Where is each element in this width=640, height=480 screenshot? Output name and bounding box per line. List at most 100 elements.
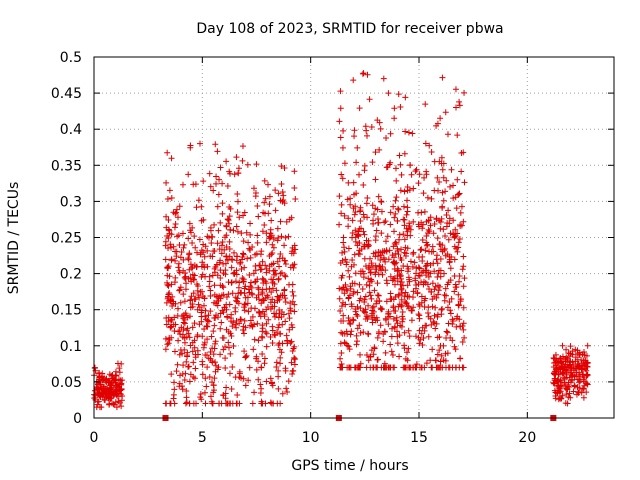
data-point xyxy=(191,320,198,327)
data-point xyxy=(223,294,230,301)
data-point xyxy=(253,353,260,360)
data-point xyxy=(384,233,391,240)
data-point xyxy=(413,265,420,272)
data-point xyxy=(211,322,218,329)
data-point xyxy=(280,197,287,204)
data-point xyxy=(202,375,209,382)
data-point xyxy=(198,217,205,224)
data-point xyxy=(245,239,252,246)
data-point xyxy=(400,262,407,269)
data-point xyxy=(357,360,364,367)
data-point xyxy=(387,341,394,348)
y-tick-label: 0.1 xyxy=(60,339,82,355)
data-point xyxy=(244,161,251,168)
data-point xyxy=(287,264,294,271)
data-point xyxy=(225,339,232,346)
data-point xyxy=(364,214,371,221)
data-point xyxy=(270,267,277,274)
data-point xyxy=(195,197,202,204)
data-point xyxy=(398,296,405,303)
data-point xyxy=(220,291,227,298)
data-point xyxy=(556,385,563,392)
data-point xyxy=(381,219,388,226)
data-point xyxy=(436,333,443,340)
data-point xyxy=(374,216,381,223)
data-point xyxy=(399,313,406,320)
data-point xyxy=(235,290,242,297)
x-tick-label: 10 xyxy=(302,430,320,446)
data-point xyxy=(263,343,270,350)
data-point xyxy=(201,389,208,396)
data-point xyxy=(238,266,245,273)
data-point xyxy=(394,333,401,340)
data-point xyxy=(369,202,376,209)
data-point xyxy=(172,321,179,328)
data-point xyxy=(382,349,389,356)
data-point xyxy=(354,144,361,151)
data-point xyxy=(370,217,377,224)
data-point xyxy=(425,310,432,317)
data-point xyxy=(457,296,464,303)
data-point xyxy=(336,295,343,302)
data-point xyxy=(167,400,174,407)
data-point xyxy=(397,104,404,111)
data-point xyxy=(179,370,186,377)
data-point xyxy=(419,324,426,331)
data-point xyxy=(581,352,588,359)
data-point xyxy=(189,263,196,270)
data-point xyxy=(189,324,196,331)
data-point xyxy=(434,235,441,242)
data-point xyxy=(396,236,403,243)
data-point xyxy=(93,385,100,392)
data-point xyxy=(191,233,198,240)
data-point xyxy=(364,132,371,139)
data-point xyxy=(360,211,367,218)
data-point xyxy=(274,258,281,265)
data-point xyxy=(417,336,424,343)
data-point xyxy=(337,340,344,347)
data-point xyxy=(352,270,359,277)
data-point xyxy=(357,329,364,336)
data-point xyxy=(396,231,403,238)
data-point xyxy=(234,298,241,305)
data-point xyxy=(249,323,256,330)
data-point xyxy=(234,198,241,205)
data-point xyxy=(351,251,358,258)
data-point xyxy=(237,259,244,266)
data-point xyxy=(456,98,463,105)
data-point xyxy=(198,288,205,295)
data-point xyxy=(367,269,374,276)
data-point xyxy=(217,267,224,274)
data-point xyxy=(282,365,289,372)
data-point xyxy=(240,251,247,258)
data-point xyxy=(213,173,220,180)
data-point xyxy=(336,193,343,200)
data-point xyxy=(267,334,274,341)
data-point xyxy=(95,370,102,377)
data-point xyxy=(583,380,590,387)
data-point xyxy=(393,177,400,184)
data-point xyxy=(430,318,437,325)
data-point xyxy=(183,394,190,401)
data-point xyxy=(254,239,261,246)
data-point xyxy=(396,353,403,360)
data-point xyxy=(372,262,379,269)
data-point xyxy=(189,239,196,246)
data-point xyxy=(430,230,437,237)
data-point xyxy=(226,238,233,245)
data-point xyxy=(431,268,438,275)
data-point xyxy=(261,177,268,184)
data-point xyxy=(461,275,468,282)
data-point xyxy=(254,320,261,327)
data-point xyxy=(174,305,181,312)
data-point xyxy=(213,293,220,300)
data-point xyxy=(291,185,298,192)
data-point xyxy=(259,297,266,304)
data-point xyxy=(269,250,276,257)
data-point xyxy=(228,256,235,263)
data-point xyxy=(565,394,572,401)
data-point xyxy=(399,316,406,323)
data-point xyxy=(211,282,218,289)
data-point xyxy=(437,241,444,248)
data-point xyxy=(257,381,264,388)
